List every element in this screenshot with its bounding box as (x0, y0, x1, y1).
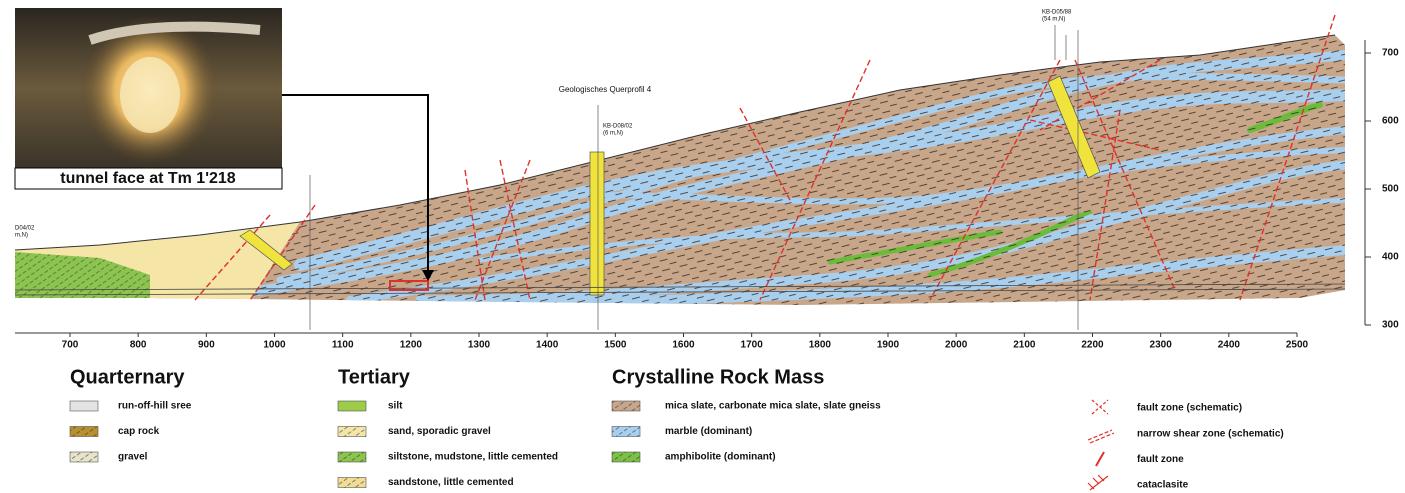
y-tick-label: 300 (1382, 320, 1399, 331)
legend-swatch-pattern (612, 452, 640, 462)
legend-label: siltstone, mudstone, little cemented (388, 452, 558, 463)
x-tick-label: 1500 (604, 340, 627, 351)
x-tick-label: 2300 (1150, 340, 1173, 351)
legend-swatch-pattern (338, 452, 366, 462)
x-tick-label: 900 (198, 340, 215, 351)
y-tick-label: 400 (1382, 252, 1399, 263)
legend-label: sand, sporadic gravel (388, 426, 491, 437)
legend-heading: Crystalline Rock Mass (612, 366, 824, 388)
tunnel-photo (15, 8, 282, 189)
legend-swatch-pattern (338, 478, 366, 488)
geological-section: tunnel face at Tm 1'218 (0, 0, 1405, 493)
borehole-depth: (6 m,N) (603, 131, 623, 137)
x-tick-label: 1400 (536, 340, 559, 351)
borehole-name: KB-D08/02 (603, 124, 633, 130)
borehole-name: KB-D05/88 (1042, 10, 1072, 16)
legend-label: amphibolite (dominant) (665, 452, 776, 463)
legend-swatch (70, 401, 98, 411)
borehole-depth: (54 m,N) (1042, 17, 1065, 23)
legend-label: fault zone (schematic) (1137, 403, 1242, 414)
y-tick-label: 600 (1382, 116, 1399, 127)
legend-symbols (1088, 400, 1114, 490)
legend-swatch-pattern (612, 401, 640, 411)
x-tick-label: 1200 (400, 340, 423, 351)
x-tick-label: 2100 (1013, 340, 1036, 351)
legend-label: fault zone (1137, 454, 1184, 465)
legend-label: sandstone, little cemented (388, 477, 514, 488)
y-tick-label: 500 (1382, 184, 1399, 195)
x-tick-label: 1300 (468, 340, 491, 351)
legend-label: cataclasite (1137, 480, 1189, 491)
x-tick-label: 2200 (1081, 340, 1104, 351)
legend-label: mica slate, carbonate mica slate, slate … (665, 401, 881, 412)
legend-swatch-pattern (70, 452, 98, 462)
x-tick-label: 1000 (263, 340, 286, 351)
x-tick-label: 700 (62, 340, 79, 351)
legend-label: marble (dominant) (665, 426, 752, 437)
y-tick-label: 700 (1382, 48, 1399, 59)
legend-swatch-pattern (70, 427, 98, 437)
x-tick-label: 1800 (809, 340, 832, 351)
section-title: Geologisches Querprofil 4 (559, 85, 652, 94)
borehole-name: D04/02 (15, 226, 35, 232)
legend-swatch-pattern (612, 427, 640, 437)
photo-caption: tunnel face at Tm 1'218 (60, 170, 236, 187)
legend-label: run-off-hill sree (118, 401, 192, 412)
x-tick-label: 1700 (741, 340, 764, 351)
x-tick-label: 1900 (877, 340, 900, 351)
legend-heading: Tertiary (338, 366, 411, 388)
legend-label: gravel (118, 452, 148, 463)
x-tick-label: 2400 (1218, 340, 1241, 351)
legend-label: narrow shear zone (schematic) (1137, 428, 1284, 439)
x-tick-label: 800 (130, 340, 147, 351)
x-tick-label: 1100 (332, 340, 354, 351)
borehole-depth: m,N) (15, 233, 28, 239)
x-tick-label: 1600 (672, 340, 695, 351)
x-tick-label: 2000 (945, 340, 968, 351)
legend-heading: Quarternary (70, 366, 185, 388)
x-tick-label: 2500 (1286, 340, 1309, 351)
legend-label: cap rock (118, 426, 160, 437)
legend-label: silt (388, 401, 403, 412)
legend-swatch (338, 401, 366, 411)
legend-swatch-pattern (338, 427, 366, 437)
